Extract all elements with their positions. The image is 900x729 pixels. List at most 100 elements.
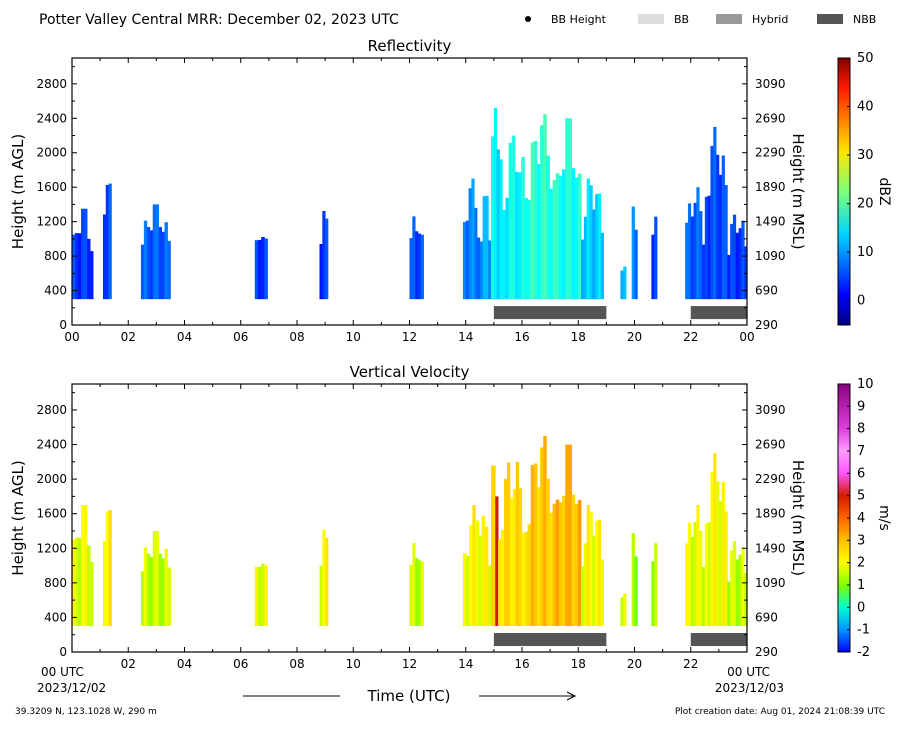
echo-column — [420, 561, 424, 627]
echo-column — [724, 511, 728, 627]
echo-column — [143, 547, 148, 627]
y-tick-label: 2400 — [36, 111, 67, 125]
echo-column — [514, 171, 519, 300]
x-axis-label: Time (UTC) — [367, 687, 451, 705]
start-date-label: 2023/12/02 — [37, 681, 106, 695]
x-tick-label: 04 — [177, 657, 192, 671]
echo-column — [493, 107, 498, 300]
echo-column — [562, 169, 566, 300]
echo-column — [475, 520, 479, 627]
echo-column — [152, 530, 157, 627]
echo-column — [257, 566, 262, 627]
echo-column — [140, 571, 145, 627]
echo-column — [651, 234, 655, 300]
echo-column — [72, 234, 76, 300]
y-right-tick-label: 1890 — [755, 180, 786, 194]
legend: BB Height BB Hybrid NBB — [525, 13, 876, 26]
y-tick-label: 2800 — [36, 77, 67, 91]
echo-column — [730, 550, 734, 627]
echo-column — [87, 545, 91, 627]
echo-column — [702, 244, 706, 300]
echo-column — [164, 222, 168, 300]
echo-column — [589, 185, 593, 300]
echo-column — [690, 536, 694, 627]
colorbar-tick-label: 3 — [857, 533, 865, 548]
echo-column — [574, 503, 579, 627]
echo-column — [415, 557, 419, 627]
x-tick-label: 20 — [627, 330, 642, 344]
echo-column — [509, 497, 514, 627]
y-right-tick-label: 2290 — [755, 472, 786, 486]
echo-column — [716, 154, 720, 300]
echo-column — [589, 511, 593, 627]
echo-column — [581, 566, 585, 627]
echo-column — [512, 489, 517, 627]
y-right-tick-label: 1090 — [755, 249, 786, 263]
echo-column — [623, 593, 627, 627]
y-tick-label: 800 — [44, 576, 67, 590]
echo-column — [75, 537, 79, 627]
colorbar-tick-label: -1 — [857, 623, 870, 638]
echo-column — [325, 218, 329, 300]
echo-column — [568, 444, 572, 627]
bright-band-bar-nbb — [493, 633, 607, 647]
colorbar-tick-label: 0 — [857, 294, 865, 309]
y-tick-label: 1200 — [36, 215, 67, 229]
echo-column — [474, 207, 478, 300]
colorbar-tick-label: 5 — [857, 489, 865, 504]
legend-label: BB Height — [551, 13, 607, 26]
colorbar: -2 -1 0 1 2 3 4 5 6 7 8 9 10 m/s — [837, 377, 892, 660]
x-tick-label: 02 — [121, 330, 136, 344]
colorbar-tick-label: 2 — [857, 556, 865, 571]
echo-column — [518, 172, 522, 300]
x-tick-label: 08 — [289, 330, 304, 344]
y-tick-label: 0 — [59, 645, 67, 659]
echo-column — [155, 530, 160, 627]
y-right-tick-label: 690 — [755, 284, 778, 298]
echo-column — [699, 530, 703, 627]
echo-column — [738, 228, 742, 300]
y-ticks: 0 290 400 690 800 1090 1200 1490 1600 1890 2000 229… — [36, 392, 786, 659]
echo-column — [487, 565, 492, 627]
colorbar-tick-label: 50 — [857, 51, 874, 66]
y-right-tick-label: 290 — [755, 645, 778, 659]
echo-column — [254, 566, 259, 627]
echo-column — [555, 499, 560, 627]
colorbar-tick-label: 4 — [857, 511, 865, 526]
echo-column — [631, 533, 635, 627]
echo-column — [549, 512, 554, 627]
echo-column — [552, 180, 557, 300]
echo-column — [654, 543, 658, 627]
echo-column — [515, 461, 520, 627]
panel-title: Vertical Velocity — [350, 363, 470, 381]
echo-column — [155, 204, 160, 300]
echo-column — [600, 559, 604, 627]
echo-column — [152, 204, 157, 300]
echo-column — [707, 195, 711, 300]
y-axis-label-right: Height (m MSL) — [789, 460, 807, 576]
echo-column — [623, 266, 627, 300]
y-right-tick-label: 290 — [755, 318, 778, 332]
echo-column — [634, 229, 638, 300]
figure-title: Potter Valley Central MRR: December 02, … — [39, 12, 399, 28]
echo-column — [506, 462, 511, 627]
echo-column — [499, 159, 503, 300]
echo-column — [257, 239, 262, 300]
legend-swatch-hybrid — [716, 14, 742, 24]
echo-column — [491, 465, 496, 627]
echo-column — [81, 208, 85, 300]
echo-column — [319, 565, 323, 627]
echo-column — [592, 536, 596, 627]
echo-column — [462, 221, 467, 300]
echo-column — [586, 178, 590, 300]
echo-columns — [72, 107, 748, 300]
y-tick-label: 2400 — [36, 438, 67, 452]
echo-column — [167, 567, 171, 627]
echo-column — [540, 447, 544, 627]
echo-column — [105, 184, 109, 300]
echo-column — [543, 435, 547, 627]
echo-column — [687, 522, 692, 627]
bright-band-bar-nbb — [493, 306, 607, 320]
echo-column — [87, 238, 91, 300]
